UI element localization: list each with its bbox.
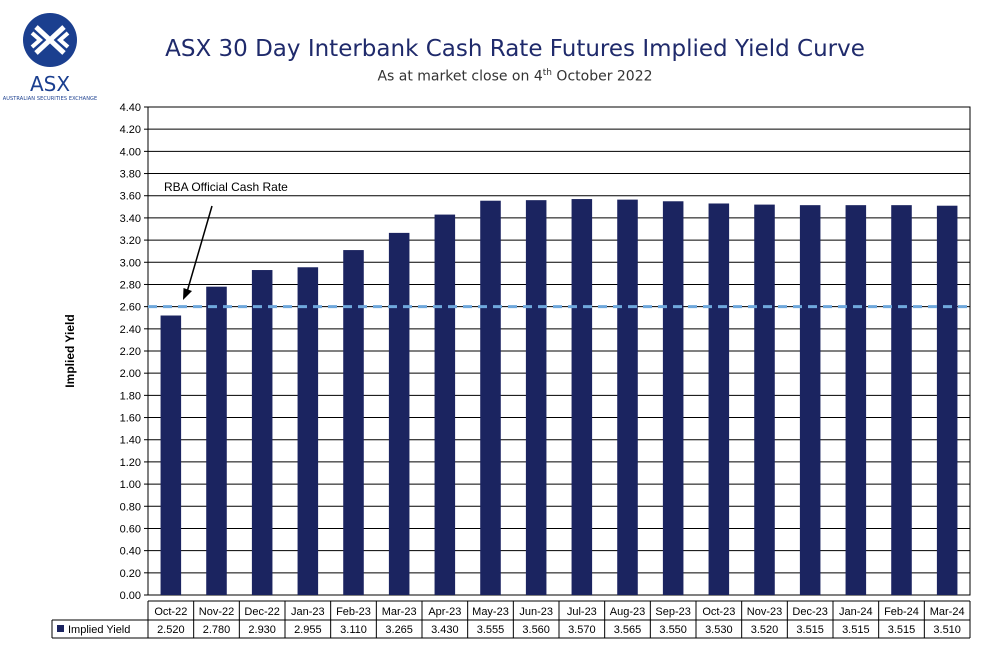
bar [388, 232, 410, 595]
x-tick-label: Oct-23 [702, 606, 735, 618]
x-tick-label: Feb-23 [336, 606, 371, 618]
x-tick-label: May-23 [472, 606, 509, 618]
data-label: 3.430 [431, 624, 459, 636]
data-label: 3.265 [385, 624, 413, 636]
bar [206, 286, 227, 595]
x-tick-label: Jan-23 [291, 606, 325, 618]
data-label: 3.515 [888, 624, 916, 636]
y-tick-label: 1.60 [120, 413, 141, 425]
data-label: 2.780 [203, 624, 231, 636]
y-tick-label: 1.80 [120, 390, 141, 402]
y-tick-label: 0.00 [120, 590, 141, 602]
x-tick-label: Jan-24 [839, 606, 873, 618]
legend-label: Implied Yield [68, 624, 130, 636]
y-tick-label: 2.60 [120, 302, 141, 314]
y-tick-label: 2.40 [120, 324, 141, 336]
plot-frame [147, 106, 971, 596]
y-tick-label: 3.00 [120, 257, 141, 269]
subtitle-sup: th [542, 68, 552, 78]
y-tick-label: 1.00 [120, 479, 141, 491]
bar [891, 205, 912, 595]
data-label: 3.565 [614, 624, 642, 636]
x-tick-label: Nov-22 [199, 606, 234, 618]
y-tick-label: 1.20 [120, 457, 141, 469]
bar [845, 205, 867, 595]
x-tick-label: Mar-24 [930, 606, 965, 618]
bar [480, 200, 501, 595]
bar [297, 267, 319, 595]
chart-subtitle: As at market close on 4th October 2022 [120, 68, 910, 85]
x-tick-label: Sep-23 [655, 606, 690, 618]
bar [754, 204, 775, 595]
bar [936, 205, 958, 595]
x-tick-label: Oct-22 [154, 606, 187, 618]
data-label: 3.570 [568, 624, 596, 636]
x-tick-label: Feb-24 [884, 606, 919, 618]
bar [434, 214, 456, 595]
bar [662, 201, 684, 596]
x-tick-label: Dec-22 [244, 606, 279, 618]
y-tick-label: 3.20 [120, 235, 141, 247]
bar [571, 199, 593, 595]
y-tick-label: 4.20 [120, 124, 141, 136]
rba-annotation-label: RBA Official Cash Rate [164, 180, 288, 194]
x-tick-label: Jun-23 [519, 606, 553, 618]
data-label: 3.560 [522, 624, 550, 636]
y-tick-label: 1.40 [120, 435, 141, 447]
y-tick-label: 2.20 [120, 346, 141, 358]
y-tick-label: 2.00 [120, 368, 141, 380]
bar [160, 315, 182, 595]
asx-logo-icon [23, 13, 77, 67]
bar [799, 205, 821, 595]
data-label: 3.530 [705, 624, 733, 636]
data-label: 3.515 [842, 624, 870, 636]
y-tick-label: 4.00 [120, 146, 141, 158]
data-label: 3.555 [477, 624, 505, 636]
data-label: 3.110 [340, 624, 367, 636]
x-tick-label: Aug-23 [610, 606, 645, 618]
x-tick-label: Apr-23 [428, 606, 461, 618]
data-label: 3.510 [933, 624, 961, 636]
annotation-arrow-shaft [186, 205, 213, 293]
y-axis-label: Implied Yield [63, 314, 77, 387]
data-label: 2.520 [157, 624, 185, 636]
y-tick-label: 4.40 [120, 102, 141, 114]
bar [525, 200, 547, 595]
data-label: 3.515 [796, 624, 824, 636]
x-tick-label: Jul-23 [567, 606, 597, 618]
y-tick-label: 3.40 [120, 213, 141, 225]
y-tick-label: 0.40 [120, 546, 141, 558]
chart-title: ASX 30 Day Interbank Cash Rate Futures I… [165, 36, 865, 62]
x-tick-label: Nov-23 [747, 606, 782, 618]
bar [708, 203, 730, 595]
annotation-arrow-head [183, 288, 192, 300]
data-label: 2.955 [294, 624, 322, 636]
legend-swatch [57, 625, 64, 632]
y-tick-label: 3.80 [120, 169, 141, 181]
y-tick-label: 3.60 [120, 191, 141, 203]
data-label: 3.550 [659, 624, 687, 636]
subtitle-suffix: October 2022 [551, 68, 653, 85]
bar [251, 270, 273, 595]
subtitle-prefix: As at market close on 4 [377, 68, 543, 85]
data-label: 2.930 [248, 624, 276, 636]
asx-logo: ASX AUSTRALIAN SECURITIES EXCHANGE [2, 10, 98, 102]
x-tick-label: Dec-23 [792, 606, 827, 618]
y-tick-label: 0.20 [120, 568, 141, 580]
logo-subtext: AUSTRALIAN SECURITIES EXCHANGE [2, 96, 98, 102]
logo-text: ASX [29, 72, 71, 96]
y-tick-label: 2.80 [120, 279, 141, 291]
y-tick-label: 0.80 [120, 501, 141, 513]
bar [343, 250, 364, 595]
y-tick-label: 0.60 [120, 523, 141, 535]
x-tick-label: Mar-23 [382, 606, 417, 618]
bar [617, 199, 638, 596]
data-label: 3.520 [751, 624, 779, 636]
